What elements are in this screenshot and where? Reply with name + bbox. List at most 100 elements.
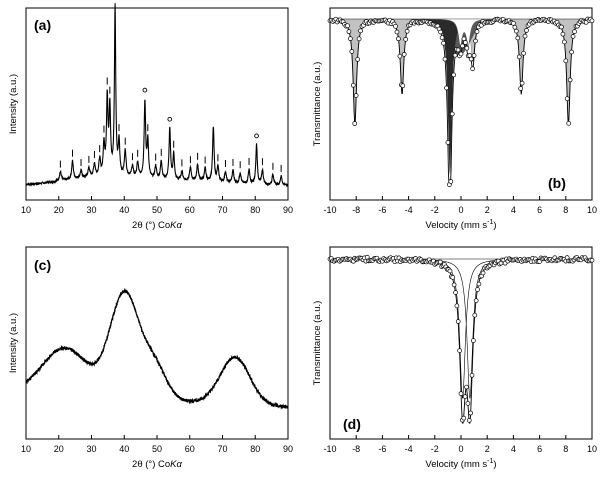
x-tick-label: -4 xyxy=(405,444,413,454)
x-tick-label: 4 xyxy=(511,205,516,215)
x-axis-title: Velocity (mm s-1) xyxy=(425,458,496,470)
data-point xyxy=(465,401,471,406)
phase-circle-marker xyxy=(254,133,259,139)
x-tick-label: 10 xyxy=(587,444,597,454)
data-point xyxy=(445,140,451,145)
data-point xyxy=(464,384,469,390)
xrd-panel-a: 10 20 30 40 50 60 70 80 90 (a) Intensity (a.u.) … xyxy=(8,3,293,231)
y-axis-title: Transmittance (a.u.) xyxy=(312,62,323,147)
data-point xyxy=(463,40,468,45)
x-tick-label: 40 xyxy=(119,444,129,454)
data-point xyxy=(516,54,522,60)
data-point xyxy=(561,39,567,45)
x-axis-ticks: 10 20 30 40 50 60 70 80 90 xyxy=(21,196,293,215)
data-point xyxy=(564,96,570,102)
data-point xyxy=(438,29,443,35)
data-point xyxy=(348,36,353,42)
x-tick-label: 70 xyxy=(217,205,227,215)
plot-frame xyxy=(25,246,289,440)
doublet-component-line xyxy=(330,258,592,399)
data-point xyxy=(559,24,564,30)
d-marks xyxy=(327,254,595,424)
data-point xyxy=(394,29,400,35)
data-point xyxy=(589,257,595,263)
data-point xyxy=(441,40,446,46)
data-point xyxy=(461,36,467,42)
x-tick-label: 70 xyxy=(217,444,227,454)
data-point xyxy=(442,56,448,62)
data-point xyxy=(404,28,410,34)
data-point xyxy=(468,410,473,416)
data-point xyxy=(475,287,480,292)
c-marks xyxy=(25,287,289,410)
data-point xyxy=(396,36,401,42)
data-point xyxy=(512,24,518,30)
data-point xyxy=(464,45,470,51)
data-point xyxy=(458,51,464,57)
data-point xyxy=(349,49,355,54)
b-marks xyxy=(327,16,595,187)
data-point xyxy=(476,281,482,287)
panel-label: (a) xyxy=(34,17,51,33)
data-point xyxy=(473,298,479,303)
data-point xyxy=(352,121,358,126)
data-point xyxy=(451,72,457,78)
panel-label: (d) xyxy=(343,416,361,432)
data-point xyxy=(471,338,476,343)
data-point xyxy=(358,28,363,34)
data-point xyxy=(471,53,477,58)
x-tick-label: -2 xyxy=(431,205,439,215)
data-point xyxy=(450,275,456,280)
x-tick-label: 40 xyxy=(119,205,129,215)
a-marks xyxy=(25,3,289,188)
x-axis-title: 2θ (°) CoKα xyxy=(132,459,182,470)
x-tick-label: 50 xyxy=(152,444,162,454)
data-point xyxy=(444,85,449,91)
data-point xyxy=(461,415,467,421)
x-tick-label: 80 xyxy=(250,205,260,215)
data-point xyxy=(572,29,577,34)
data-point xyxy=(480,270,486,276)
x-tick-label: 8 xyxy=(563,444,568,454)
x-tick-label: 6 xyxy=(537,444,542,454)
data-point xyxy=(393,23,398,29)
data-point xyxy=(566,120,572,126)
x-tick-label: 10 xyxy=(587,205,597,215)
x-tick-label: -4 xyxy=(405,205,413,215)
x-tick-label: 4 xyxy=(511,444,516,454)
x-tick-label: -10 xyxy=(323,444,336,454)
data-point xyxy=(472,312,478,318)
data-point xyxy=(400,83,406,89)
x-tick-label: 50 xyxy=(152,205,162,215)
data-point xyxy=(449,111,455,117)
data-point xyxy=(513,28,519,34)
data-point xyxy=(350,82,356,88)
data-point xyxy=(452,52,458,58)
x-tick-label: 80 xyxy=(250,444,260,454)
data-point xyxy=(468,56,474,62)
data-point xyxy=(439,35,445,41)
data-point xyxy=(397,53,403,59)
data-point xyxy=(560,31,566,37)
data-point xyxy=(454,303,460,309)
data-point xyxy=(457,348,462,353)
data-point xyxy=(515,35,521,41)
data-point xyxy=(570,33,576,39)
data-point xyxy=(346,29,352,35)
data-point xyxy=(356,36,362,42)
data-point xyxy=(455,47,461,53)
x-tick-label: -6 xyxy=(378,205,386,215)
fit-envelope-line xyxy=(329,258,593,424)
x-tick-label: -8 xyxy=(352,444,360,454)
data-point xyxy=(401,51,407,57)
y-axis-title: Transmittance (a.u.) xyxy=(312,301,323,386)
data-point xyxy=(563,58,569,64)
diffraction-pattern-line xyxy=(25,3,289,188)
panel-label: (b) xyxy=(548,175,566,191)
x-tick-label: 10 xyxy=(21,444,31,454)
data-point xyxy=(466,418,472,423)
data-point xyxy=(470,66,475,72)
x-tick-label: 6 xyxy=(537,205,542,215)
x-tick-label: -2 xyxy=(431,444,439,454)
data-point xyxy=(448,179,454,184)
